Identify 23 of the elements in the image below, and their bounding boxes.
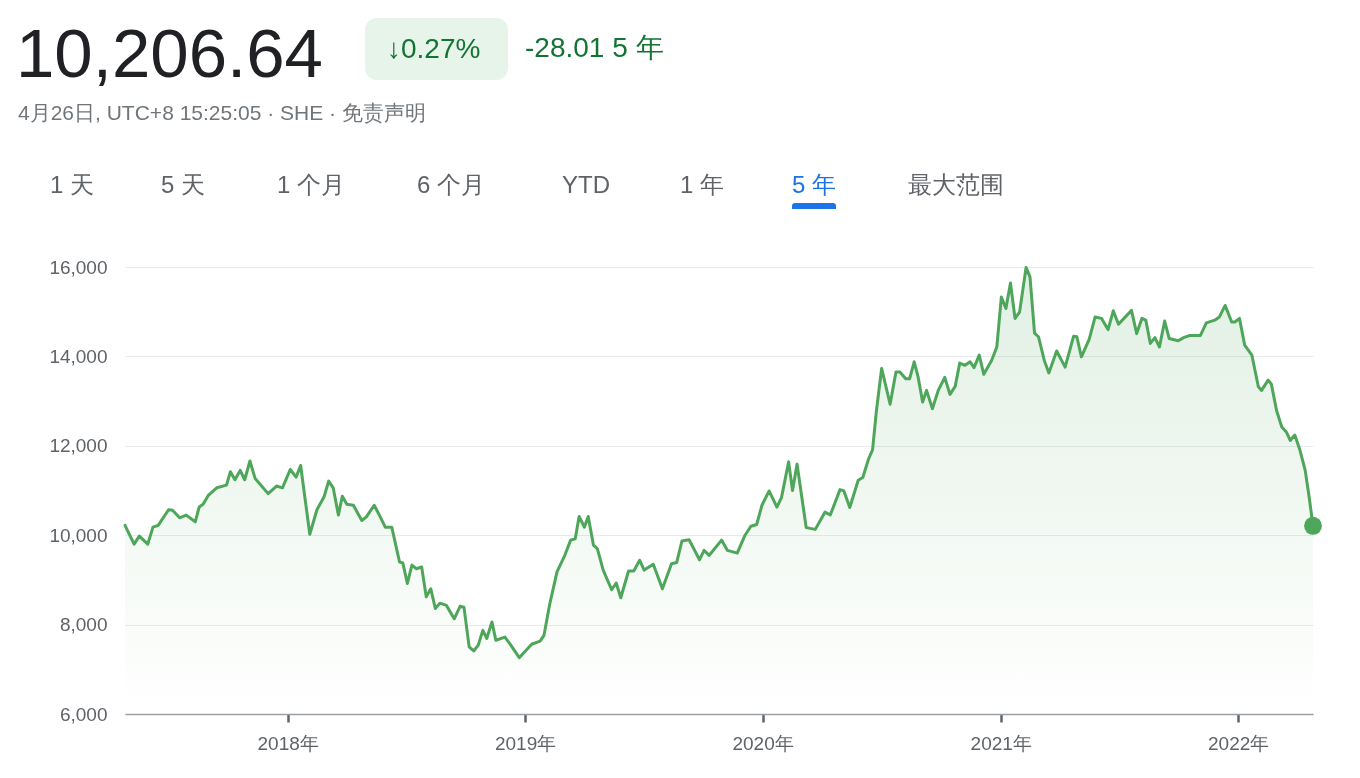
chart-title: 10,206.64 [16,15,323,92]
y-tick-label: 14,000 [49,345,108,367]
y-tick-label: 8,000 [59,614,108,636]
x-tick-label: 2020年 [732,732,794,754]
text: 5 年 [792,170,837,200]
y-tick-label: 6,000 [59,703,108,725]
y-tick-label: 12,000 [49,435,108,457]
chart-subtitle: 4月26日, UTC+8 15:25:05 · SHE · 免责声明 [18,100,426,126]
y-tick-label: 10,000 [49,524,108,546]
x-tick-label: 2018年 [257,732,319,754]
text: 1 天 [50,170,95,200]
text: -28.01 5 年 [525,32,664,64]
text: YTD [562,170,610,200]
text: 最大范围 [908,170,1004,200]
text: 6 个月 [417,170,486,200]
text: 1 个月 [277,170,346,200]
y-tick-label: 16,000 [49,256,108,278]
text: 1 年 [680,170,725,200]
x-tick-label: 2021年 [970,732,1032,754]
x-tick-label: 2019年 [494,732,557,754]
x-tick-label: 2022年 [1208,732,1270,754]
change-badge: ↓0.27% [365,18,509,80]
text: 5 天 [161,170,206,200]
